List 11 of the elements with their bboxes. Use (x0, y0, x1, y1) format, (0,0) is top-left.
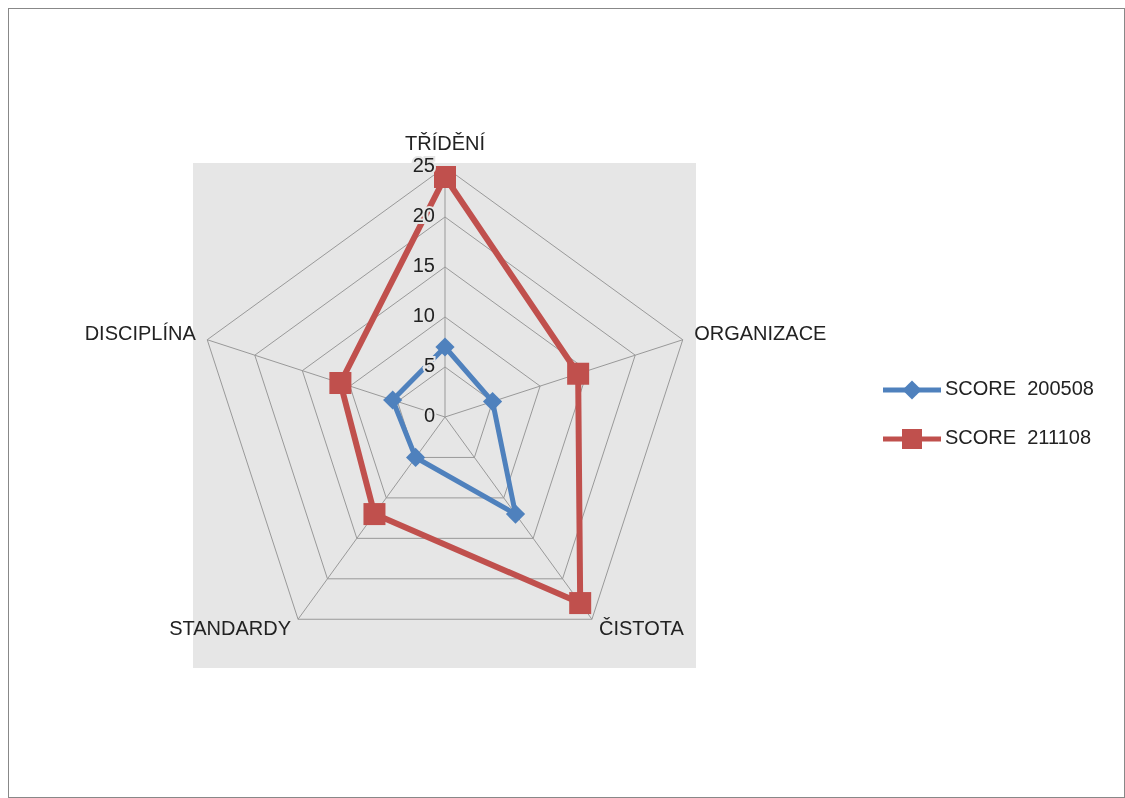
legend-label: SCORE 211108 (945, 426, 1092, 449)
y-tick-label: 25 (412, 154, 435, 177)
legend-label: SCORE 200508 (945, 377, 1094, 400)
y-tick-label: 15 (412, 254, 435, 277)
spoke-label: DISCIPLÍNA (84, 322, 197, 345)
y-tick-label: 0 (423, 404, 435, 427)
spoke-label: TŘÍDĚNÍ (405, 132, 486, 155)
spoke-label: ČISTOTA (599, 616, 685, 639)
spoke-label: ORGANIZACE (694, 322, 827, 345)
spoke-label: STANDARDY (169, 616, 291, 639)
y-tick-label: 10 (412, 304, 435, 327)
